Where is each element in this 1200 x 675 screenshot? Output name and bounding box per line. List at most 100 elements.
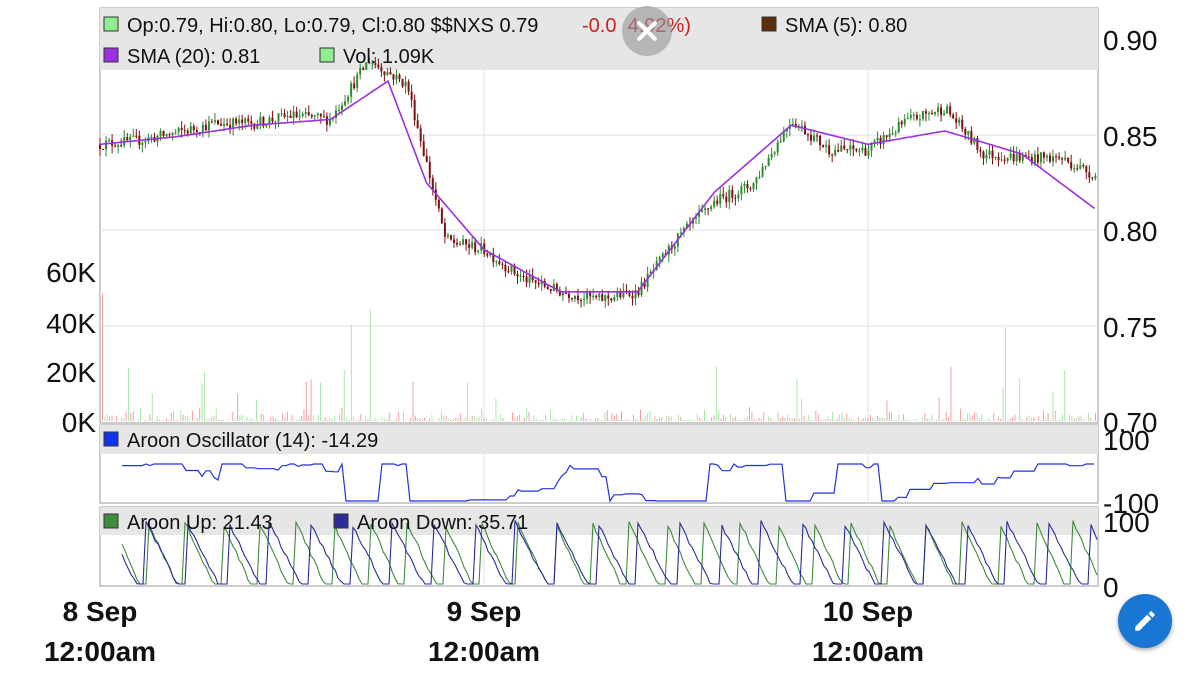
x-tick-time: 12:00am bbox=[811, 636, 925, 667]
candle-body bbox=[189, 126, 192, 134]
volume-bar bbox=[940, 419, 942, 421]
candle-body bbox=[232, 118, 235, 129]
candle-body bbox=[885, 135, 888, 138]
volume-bar bbox=[815, 410, 817, 421]
volume-bar bbox=[585, 418, 587, 421]
candle-body bbox=[561, 293, 564, 296]
candle-body bbox=[816, 135, 819, 137]
candle-body bbox=[99, 144, 101, 149]
volume-bar bbox=[912, 420, 914, 421]
candle-body bbox=[350, 83, 353, 97]
sma5-swatch bbox=[761, 16, 777, 32]
volume-bar bbox=[1080, 415, 1082, 421]
candle-body bbox=[468, 244, 471, 248]
candle-body bbox=[776, 142, 779, 153]
volume-bar bbox=[557, 419, 559, 421]
candle-body bbox=[843, 145, 846, 150]
aroon-down-swatch bbox=[333, 513, 349, 529]
candle-body bbox=[813, 135, 816, 141]
volume-bar bbox=[125, 411, 127, 421]
candle-body bbox=[891, 133, 894, 135]
volume-bar bbox=[931, 414, 933, 421]
candle-body bbox=[389, 71, 392, 75]
volume-bar bbox=[545, 414, 547, 421]
candle-body bbox=[459, 244, 462, 246]
candle-body bbox=[964, 128, 967, 135]
candle-body bbox=[338, 110, 341, 112]
volume-bar bbox=[796, 379, 798, 421]
candle-body bbox=[150, 136, 153, 138]
volume-bar bbox=[682, 420, 684, 421]
volume-bar bbox=[312, 415, 314, 421]
volume-bar bbox=[426, 420, 428, 421]
volume-bar bbox=[654, 416, 656, 421]
candle-body bbox=[259, 116, 262, 126]
volume-bar bbox=[898, 414, 900, 421]
x-tick-date: 10 Sep bbox=[822, 596, 914, 627]
volume-bar bbox=[165, 418, 167, 421]
candle-body bbox=[380, 67, 383, 72]
osc-tick-label: 100 bbox=[1103, 425, 1150, 456]
candle-body bbox=[477, 250, 480, 252]
volume-bar bbox=[187, 415, 189, 421]
sma20-line bbox=[99, 79, 1096, 293]
candle-body bbox=[1027, 156, 1030, 158]
aroon-osc-legend: Aroon Oscillator (14): -14.29 bbox=[127, 430, 378, 452]
candle-body bbox=[513, 265, 516, 274]
aroon-oscillator-line bbox=[122, 461, 1094, 503]
aroon-up-legend: Aroon Up: 21.43 bbox=[127, 512, 273, 534]
close-icon[interactable] bbox=[622, 6, 672, 56]
candle-body bbox=[114, 145, 117, 147]
volume-bar bbox=[322, 419, 324, 421]
volume-bar bbox=[850, 418, 852, 421]
volume-bar bbox=[1095, 412, 1097, 421]
candle-body bbox=[725, 196, 728, 203]
candle-body bbox=[806, 134, 809, 136]
volume-bar bbox=[367, 419, 369, 421]
volume-bar bbox=[130, 412, 132, 421]
candle-body bbox=[698, 211, 701, 217]
candle-body bbox=[510, 265, 513, 272]
volume-bar bbox=[1071, 415, 1073, 421]
candle-body bbox=[1012, 153, 1015, 162]
volume-bar bbox=[869, 414, 871, 421]
volume-bar bbox=[670, 416, 672, 421]
volume-bar bbox=[180, 410, 182, 421]
volume-bar bbox=[893, 420, 895, 421]
candle-body bbox=[105, 140, 108, 150]
candle-body bbox=[598, 294, 601, 298]
volume-bar bbox=[734, 416, 736, 421]
volume-bar bbox=[386, 418, 388, 421]
candle-body bbox=[310, 115, 313, 117]
candle-body bbox=[952, 114, 955, 119]
volume-bar bbox=[144, 419, 146, 421]
volume-bar bbox=[471, 415, 473, 421]
candle-body bbox=[825, 145, 828, 147]
candle-body bbox=[828, 145, 831, 155]
volume-bar bbox=[464, 417, 466, 421]
volume-bar bbox=[786, 414, 788, 421]
volume-bar bbox=[495, 398, 497, 421]
candle-body bbox=[201, 124, 204, 133]
candle-body bbox=[280, 113, 283, 115]
volume-bar bbox=[199, 407, 201, 421]
volume-bar bbox=[272, 416, 274, 421]
volume-bar bbox=[469, 419, 471, 421]
volume-bar bbox=[801, 399, 803, 421]
volume-bar bbox=[611, 413, 613, 421]
volume-bar bbox=[720, 418, 722, 421]
candle-body bbox=[256, 125, 259, 129]
candle-body bbox=[628, 292, 631, 296]
volume-bar bbox=[564, 418, 566, 421]
volume-bar bbox=[483, 418, 485, 421]
volume-bar bbox=[1078, 416, 1080, 421]
candle-body bbox=[534, 280, 537, 283]
candle-body bbox=[610, 298, 613, 301]
edit-button[interactable] bbox=[1118, 594, 1172, 648]
candle-body bbox=[577, 295, 580, 300]
volume-bar bbox=[767, 416, 769, 421]
candle-body bbox=[319, 113, 322, 117]
candle-body bbox=[982, 151, 985, 159]
candle-body bbox=[619, 292, 622, 298]
